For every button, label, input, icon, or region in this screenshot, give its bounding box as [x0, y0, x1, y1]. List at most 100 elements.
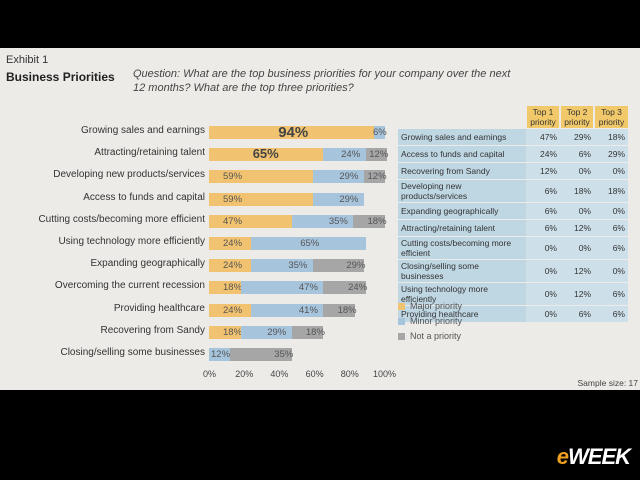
table-cell: 6%	[594, 236, 628, 260]
table-cell: 18%	[560, 179, 594, 203]
bar-minor	[291, 214, 354, 228]
category-label: Overcoming the current recession	[54, 280, 205, 292]
table-row-label: Using technology more efficiently	[398, 282, 526, 306]
bar-not	[230, 348, 292, 361]
table-cell: 6%	[526, 219, 560, 237]
data-label: 24%	[223, 260, 243, 272]
data-label: 65%	[252, 146, 279, 162]
table-row: Growing sales and earnings 47% 29% 18%	[398, 128, 628, 146]
table-row: Attracting/retaining talent 6% 12% 6%	[398, 219, 628, 237]
legend-label: Major priority	[410, 301, 463, 311]
table-cell: 12%	[526, 162, 560, 180]
data-label: 18%	[367, 215, 387, 227]
table-row-label: Access to funds and capital	[398, 145, 526, 163]
bar-major	[209, 148, 324, 162]
survey-question: Question: What are the top business prio…	[133, 68, 511, 94]
table-row: Cutting costs/becoming more efficient 0% 0…	[398, 236, 628, 260]
data-label: 24%	[348, 282, 368, 294]
data-label: 29%	[339, 171, 359, 183]
bar-not	[323, 281, 366, 295]
bar-not	[323, 303, 356, 317]
table-cell: 0%	[526, 236, 560, 260]
data-label: 29%	[346, 260, 366, 272]
sample-size: Sample size: 17	[577, 378, 638, 388]
bar-major	[209, 259, 252, 273]
data-label: 47%	[298, 282, 318, 294]
table-cell: 6%	[560, 145, 594, 163]
data-label: 94%	[278, 124, 309, 141]
priority-table: Top 1 priority Top 2 priority Top 3 prio…	[398, 106, 628, 322]
data-label: 35%	[274, 349, 294, 360]
category-label: Using technology more efficiently	[58, 236, 205, 247]
bar-major	[209, 170, 313, 184]
legend-swatch	[398, 333, 405, 341]
table-cell: 0%	[526, 305, 560, 322]
table-cell: 0%	[594, 202, 628, 220]
table-row-label: Cutting costs/becoming more efficient	[398, 236, 526, 260]
x-tick-label: 0%	[203, 369, 217, 379]
x-tick-label: 20%	[235, 369, 254, 379]
legend-label: Not a priority	[410, 331, 462, 341]
category-label: Growing sales and earnings	[81, 125, 205, 136]
table-row-label: Expanding geographically	[398, 202, 526, 220]
bar-not	[363, 170, 385, 184]
bar-minor	[240, 281, 324, 295]
table-cell: 0%	[526, 259, 560, 283]
table-cell: 6%	[526, 202, 560, 220]
data-label: 18%	[223, 326, 243, 338]
table-row: Closing/selling some businesses 0% 12% 0%	[398, 259, 628, 283]
table-row: Providing healthcare 0% 6% 6%	[398, 305, 628, 322]
data-label: 12%	[367, 171, 387, 183]
x-tick-label: 100%	[373, 369, 397, 379]
data-label: 24%	[223, 238, 243, 249]
legend-swatch	[398, 303, 405, 311]
legend-label: Minor priority	[410, 316, 463, 326]
table-row: Developing new products/services 6% 18% 18%	[398, 179, 628, 203]
data-label: 18%	[223, 282, 243, 294]
table-cell: 0%	[560, 202, 594, 220]
table-row: Recovering from Sandy 12% 0% 0%	[398, 162, 628, 180]
table-cell: 47%	[526, 128, 560, 146]
table-cell: 18%	[594, 128, 628, 146]
bar-minor	[251, 259, 313, 273]
bar-major	[209, 325, 241, 339]
table-row: Expanding geographically 6% 0% 0%	[398, 202, 628, 220]
data-label: 29%	[339, 193, 359, 205]
data-label: 59%	[223, 171, 243, 183]
data-label: 35%	[328, 215, 348, 227]
table-header-top1: Top 1 priority	[525, 106, 560, 129]
bar-not	[365, 148, 387, 162]
category-label: Cutting costs/becoming more efficient	[38, 213, 205, 225]
bar-minor	[323, 148, 366, 162]
x-tick-label: 80%	[340, 369, 359, 379]
data-label: 65%	[300, 238, 320, 249]
table-cell: 6%	[560, 305, 594, 322]
table-row: Access to funds and capital 24% 6% 29%	[398, 145, 628, 163]
data-label: 12%	[211, 349, 231, 360]
table-cell: 6%	[594, 282, 628, 306]
legend-item-not: Not a priority	[398, 331, 461, 341]
bar-not	[353, 214, 385, 228]
bar-minor	[374, 126, 385, 139]
category-label: Recovering from Sandy	[100, 324, 206, 336]
data-label: 6%	[373, 127, 387, 138]
bar-minor	[240, 325, 292, 339]
category-label: Providing healthcare	[113, 302, 205, 314]
bar-not	[291, 325, 324, 339]
category-label: Closing/selling some businesses	[60, 347, 205, 358]
table-row-label: Recovering from Sandy	[398, 162, 526, 180]
table-header-top3: Top 3 priority	[593, 106, 628, 129]
category-label: Attracting/retaining talent	[94, 147, 205, 159]
bar-minor	[251, 237, 366, 250]
table-cell: 12%	[560, 282, 594, 306]
table-cell: 0%	[526, 282, 560, 306]
x-tick-label: 40%	[270, 369, 289, 379]
x-tick-label: 60%	[305, 369, 324, 379]
bar-major	[209, 192, 313, 206]
table-cell: 0%	[560, 236, 594, 260]
data-label: 59%	[223, 193, 243, 205]
bar-minor	[312, 170, 364, 184]
data-label: 24%	[223, 304, 243, 316]
table-cell: 0%	[560, 162, 594, 180]
data-label: 29%	[267, 326, 287, 338]
